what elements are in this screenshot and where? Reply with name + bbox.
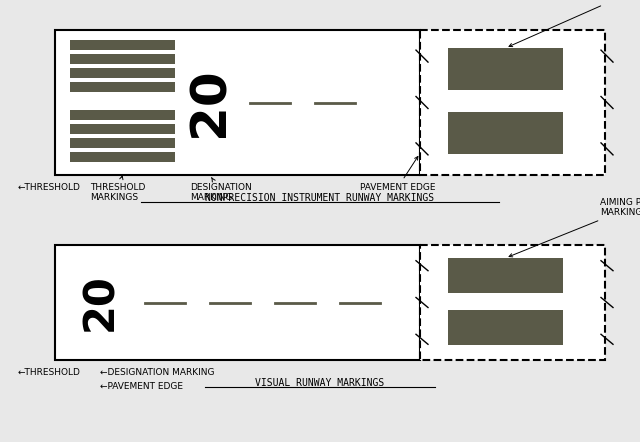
Bar xyxy=(420,30,605,175)
Bar xyxy=(70,110,175,120)
Bar xyxy=(70,138,175,148)
Text: PAVEMENT EDGE: PAVEMENT EDGE xyxy=(360,156,435,192)
Bar xyxy=(70,124,175,134)
Bar xyxy=(55,245,420,360)
Bar xyxy=(448,310,563,345)
Bar xyxy=(448,48,563,90)
Text: ←DESIGNATION MARKING: ←DESIGNATION MARKING xyxy=(100,368,214,377)
Bar xyxy=(448,112,563,154)
Text: AIMING POINT
MARKING: AIMING POINT MARKING xyxy=(509,0,640,46)
Bar xyxy=(420,245,605,360)
Bar xyxy=(70,152,175,162)
Text: ←PAVEMENT EDGE: ←PAVEMENT EDGE xyxy=(100,382,183,391)
Text: ←THRESHOLD: ←THRESHOLD xyxy=(18,183,81,192)
Bar xyxy=(70,54,175,64)
Text: AIMING POINT
MARKING: AIMING POINT MARKING xyxy=(509,198,640,257)
Text: NONPRECISION INSTRUMENT RUNWAY MARKINGS: NONPRECISION INSTRUMENT RUNWAY MARKINGS xyxy=(205,193,435,203)
Text: VISUAL RUNWAY MARKINGS: VISUAL RUNWAY MARKINGS xyxy=(255,378,385,388)
Bar xyxy=(70,68,175,78)
Text: 20: 20 xyxy=(186,68,234,137)
Bar xyxy=(55,30,420,175)
Text: DESIGNATION
MARKING: DESIGNATION MARKING xyxy=(190,178,252,202)
Text: THRESHOLD
MARKINGS: THRESHOLD MARKINGS xyxy=(90,176,145,202)
Text: ←THRESHOLD: ←THRESHOLD xyxy=(18,368,81,377)
Bar xyxy=(70,40,175,50)
Text: 20: 20 xyxy=(79,274,121,332)
Bar xyxy=(70,82,175,92)
Bar xyxy=(448,258,563,293)
